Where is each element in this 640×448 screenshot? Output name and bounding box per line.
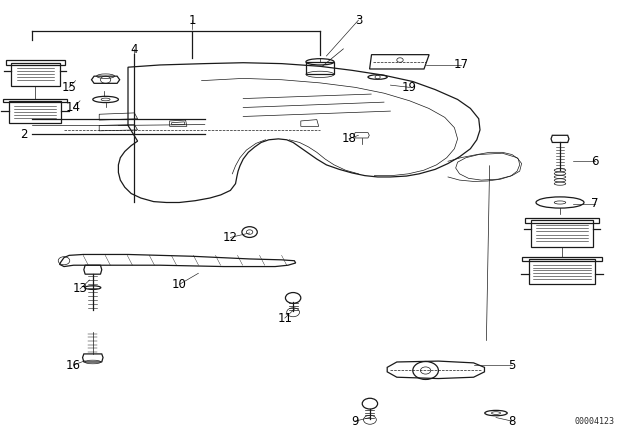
Text: 9: 9: [351, 414, 359, 428]
Text: 5: 5: [508, 358, 516, 372]
Text: 3: 3: [355, 13, 362, 27]
Text: 2: 2: [20, 128, 28, 141]
Text: 15: 15: [61, 81, 77, 94]
Text: 00004123: 00004123: [575, 418, 614, 426]
Text: 7: 7: [591, 197, 599, 211]
Text: 11: 11: [277, 311, 292, 325]
Text: 14: 14: [66, 101, 81, 114]
Text: 16: 16: [66, 358, 81, 372]
Text: 19: 19: [402, 81, 417, 94]
Text: 13: 13: [72, 282, 88, 296]
Text: 17: 17: [453, 58, 468, 72]
Text: 18: 18: [341, 132, 356, 146]
Text: 4: 4: [131, 43, 138, 56]
Text: 8: 8: [508, 414, 516, 428]
Text: 12: 12: [223, 231, 238, 244]
Text: 1: 1: [188, 13, 196, 27]
Text: 10: 10: [172, 278, 187, 291]
Text: 6: 6: [591, 155, 599, 168]
